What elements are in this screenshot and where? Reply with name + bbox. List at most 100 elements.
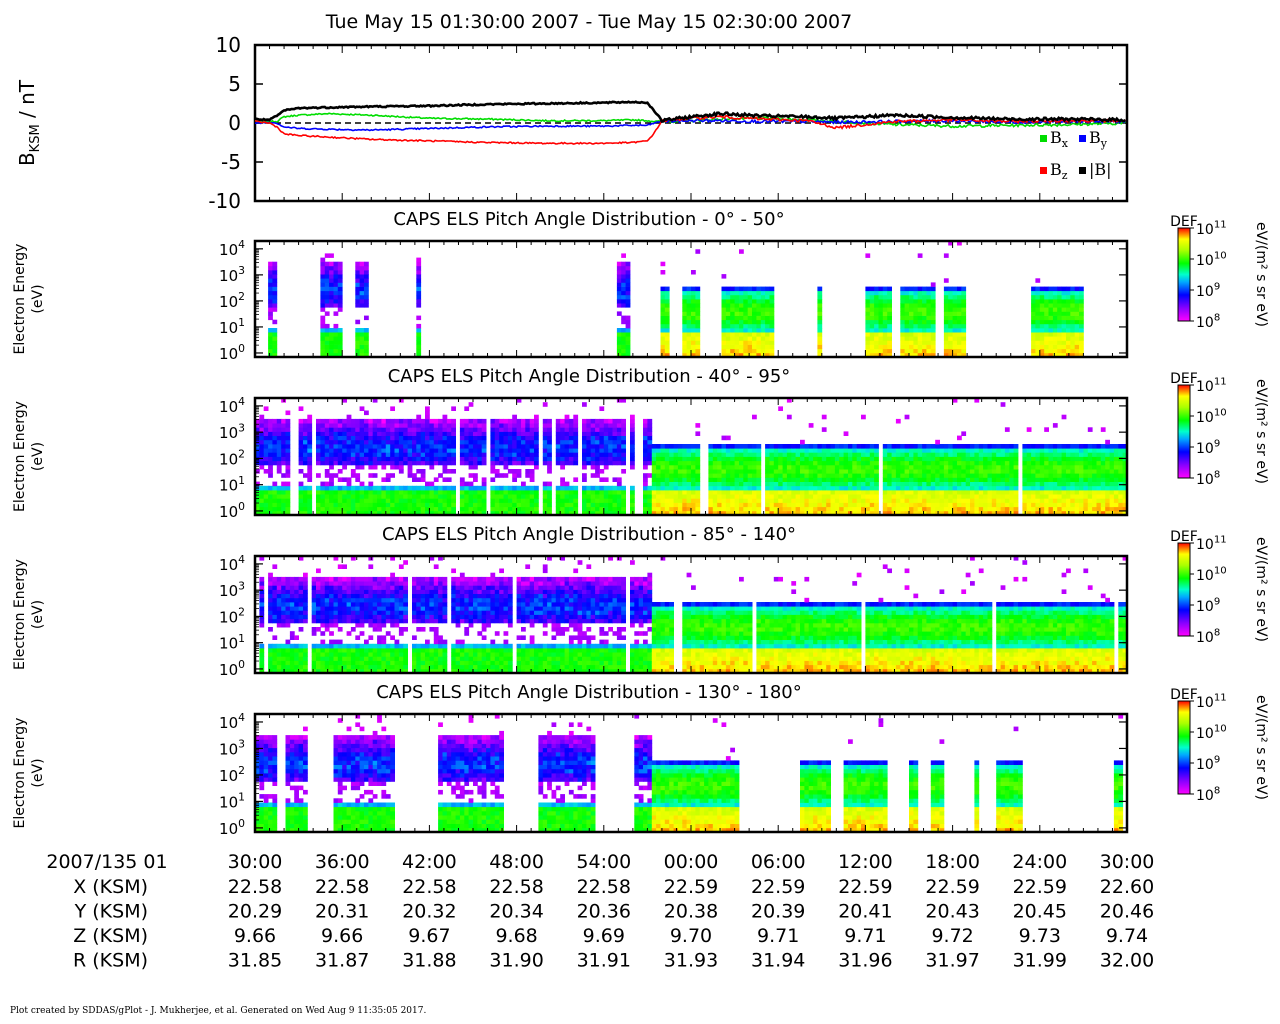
- spectrogram-cell: [420, 423, 426, 428]
- spectrogram-cell: [612, 427, 618, 432]
- spectrogram-cell: [856, 460, 862, 466]
- spectrogram-cell: [869, 444, 875, 449]
- spectrogram-cell: [412, 473, 417, 478]
- spectrogram-cell: [948, 344, 953, 350]
- spectrogram-cell: [320, 348, 326, 354]
- spectrogram-cell: [856, 473, 862, 478]
- spectrogram-cell: [329, 427, 334, 432]
- spectrogram-cell: [481, 423, 487, 428]
- spectrogram-cell: [909, 336, 914, 341]
- spectrogram-cell: [573, 502, 579, 508]
- spectrogram-cell: [595, 423, 600, 428]
- spectrogram-cell: [364, 352, 369, 358]
- spectrogram-cell: [1052, 315, 1058, 321]
- spectrogram-cell: [1022, 444, 1028, 449]
- spectrogram-cell: [442, 469, 448, 474]
- spectrogram-cell: [1031, 498, 1036, 503]
- spectrogram-cell: [1100, 489, 1106, 495]
- spectrogram-cell: [974, 473, 980, 478]
- spectrogram-cell: [459, 489, 465, 495]
- spectrogram-cell: [647, 506, 653, 512]
- spectrogram-cell: [856, 502, 862, 508]
- spectrogram-cell: [891, 452, 897, 457]
- spectrogram-cell: [416, 340, 422, 345]
- spectrogram-cell: [647, 494, 653, 499]
- spectrogram-cell: [560, 439, 565, 445]
- spectrogram-cell: [390, 498, 395, 503]
- spectrogram-cell: [882, 502, 888, 508]
- spectrogram-cell: [255, 494, 260, 499]
- spectrogram-cell: [621, 502, 626, 508]
- spectrogram-cell: [412, 423, 417, 428]
- spectrogram-cell: [521, 460, 526, 466]
- spectrogram-cell: [507, 444, 513, 449]
- spectrogram-cell: [826, 481, 831, 487]
- spectrogram-cell: [878, 290, 884, 296]
- spectrogram-cell: [773, 506, 779, 512]
- spectrogram-cell: [259, 494, 265, 499]
- spectrogram-cell: [691, 452, 696, 457]
- spectrogram-cell: [451, 448, 456, 453]
- spectrogram-cell: [817, 315, 823, 321]
- spectrogram-cell: [660, 464, 666, 470]
- spectrogram-cell: [621, 444, 626, 449]
- spectrogram-cell: [739, 477, 744, 482]
- spectrogram-cell: [285, 464, 291, 470]
- spectrogram-cell: [630, 494, 635, 499]
- spectrogram-cell: [930, 456, 936, 462]
- spectrogram-cell: [922, 452, 927, 457]
- spectrogram-cell: [481, 485, 487, 491]
- spectrogram-cell: [416, 431, 422, 436]
- spectrogram-cell: [843, 502, 849, 508]
- spectrogram-cell: [377, 448, 382, 453]
- spectrogram-cell: [355, 460, 361, 466]
- spectrogram-cell: [778, 477, 783, 482]
- spectrogram-cell: [1083, 506, 1089, 512]
- spectrogram-cell: [686, 485, 692, 491]
- spectrogram-cell: [904, 506, 910, 512]
- spectrogram-cell: [1009, 502, 1015, 508]
- spectrogram-cell: [965, 481, 971, 487]
- spectrogram-cell: [438, 510, 443, 516]
- spectrogram-cell: [747, 498, 753, 503]
- spectrogram-cell: [429, 510, 435, 516]
- spectrogram-cell: [1013, 506, 1019, 512]
- spectrogram-cell: [756, 448, 762, 453]
- spectrogram-cell: [542, 481, 548, 487]
- spectrogram-cell: [368, 481, 374, 487]
- spectrogram-cell: [935, 456, 940, 462]
- spectrogram-cell: [403, 448, 408, 453]
- spectrogram-cell: [547, 485, 552, 491]
- spectrogram-cell: [316, 460, 321, 466]
- spectrogram-cell: [416, 323, 422, 329]
- spectrogram-cell: [438, 473, 443, 478]
- spectrogram-cell: [917, 340, 923, 345]
- spectrogram-cell: [446, 494, 452, 499]
- spectrogram-cell: [1035, 344, 1041, 350]
- spectrogram-cell: [874, 323, 879, 329]
- spectrogram-cell: [512, 460, 517, 466]
- spectrogram-cell: [1061, 332, 1067, 337]
- spectrogram-cell: [1105, 498, 1110, 503]
- spectrogram-cell: [1070, 444, 1076, 449]
- spectrogram-cell: [407, 469, 413, 474]
- spectrogram-cell: [599, 406, 605, 411]
- spectrogram-cell: [616, 481, 622, 487]
- spectrogram-cell: [970, 510, 975, 516]
- spectrogram-cell: [760, 294, 766, 300]
- spectrogram-cell: [939, 452, 945, 457]
- spectrogram-cell: [329, 294, 334, 300]
- spectrogram-cell: [582, 485, 587, 491]
- spectrogram-cell: [965, 498, 971, 503]
- pad-panel-2: CAPS ELS Pitch Angle Distribution - 40° …: [12, 366, 1269, 521]
- spectrogram-cell: [869, 489, 875, 495]
- spectrogram-cell: [459, 427, 465, 432]
- spectrogram-cell: [861, 489, 866, 495]
- spectrogram-cell: [446, 431, 452, 436]
- spectrogram-cell: [459, 444, 465, 449]
- spectrogram-cell: [298, 444, 304, 449]
- spectrogram-cell: [446, 460, 452, 466]
- spectrogram-cell: [381, 456, 387, 462]
- spectrogram-cell: [272, 481, 278, 487]
- spectrogram-cell: [555, 502, 561, 508]
